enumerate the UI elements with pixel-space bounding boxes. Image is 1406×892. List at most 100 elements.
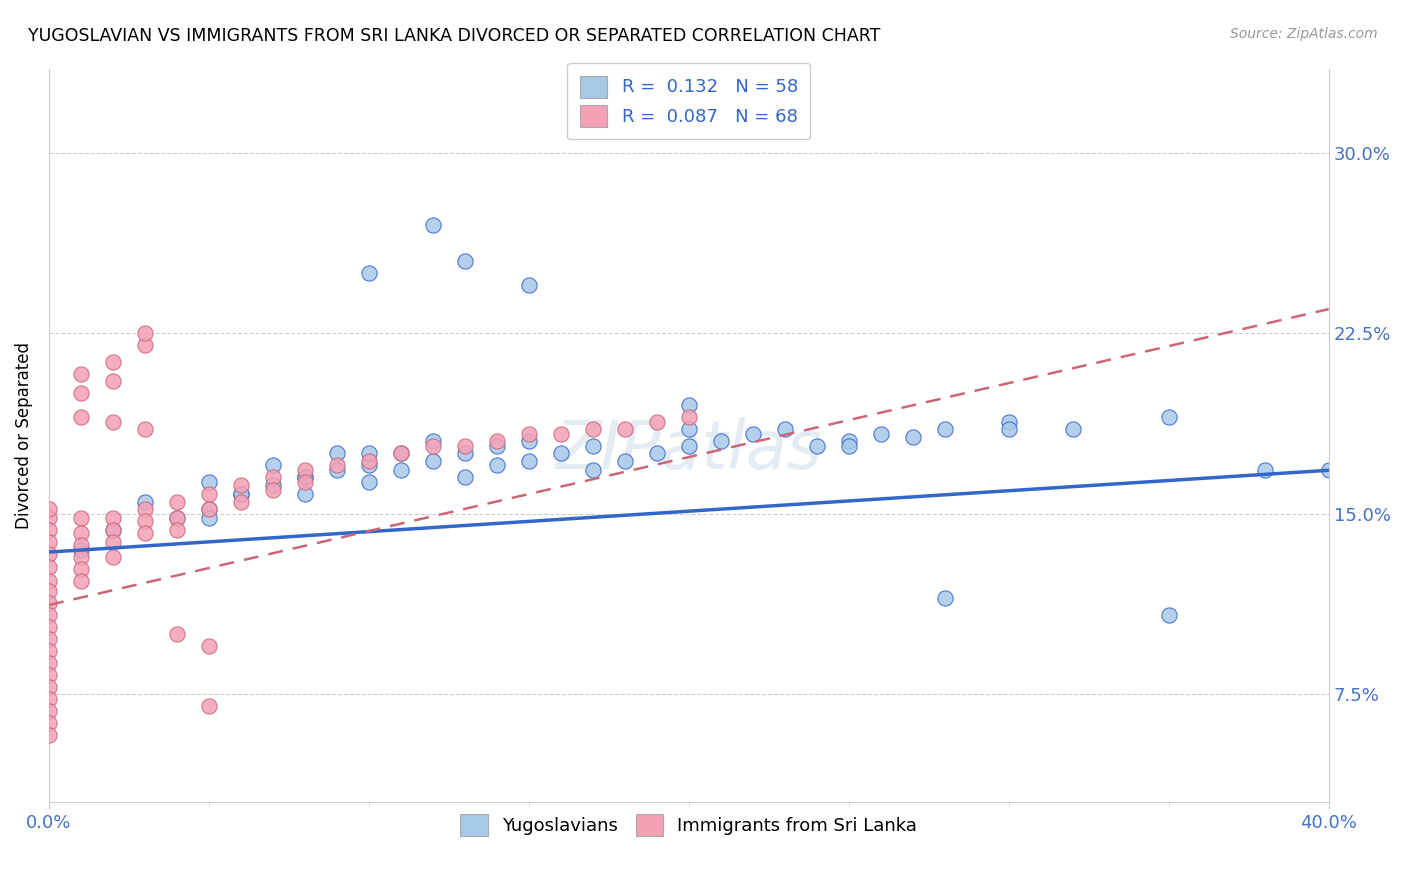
Point xyxy=(134,338,156,352)
Point xyxy=(262,470,284,484)
Point xyxy=(389,446,412,460)
Point xyxy=(38,728,60,742)
Point xyxy=(38,548,60,562)
Point xyxy=(70,511,93,525)
Point xyxy=(422,453,444,467)
Point xyxy=(101,535,124,549)
Text: Source: ZipAtlas.com: Source: ZipAtlas.com xyxy=(1230,27,1378,41)
Point xyxy=(38,596,60,610)
Point xyxy=(422,434,444,449)
Point xyxy=(134,494,156,508)
Point xyxy=(38,632,60,646)
Point xyxy=(454,439,477,453)
Point xyxy=(550,427,572,442)
Point xyxy=(101,415,124,429)
Point xyxy=(134,422,156,436)
Point xyxy=(582,439,605,453)
Point xyxy=(485,458,508,473)
Point xyxy=(454,446,477,460)
Text: YUGOSLAVIAN VS IMMIGRANTS FROM SRI LANKA DIVORCED OR SEPARATED CORRELATION CHART: YUGOSLAVIAN VS IMMIGRANTS FROM SRI LANKA… xyxy=(28,27,880,45)
Point xyxy=(166,511,188,525)
Point xyxy=(773,422,796,436)
Point xyxy=(38,680,60,694)
Point xyxy=(389,446,412,460)
Point xyxy=(357,446,380,460)
Point xyxy=(294,463,316,477)
Point xyxy=(998,415,1021,429)
Point xyxy=(262,483,284,497)
Point xyxy=(70,367,93,381)
Point xyxy=(101,374,124,388)
Point xyxy=(229,477,252,491)
Point xyxy=(198,487,221,501)
Point xyxy=(582,463,605,477)
Point xyxy=(70,538,93,552)
Point xyxy=(134,525,156,540)
Point xyxy=(1157,607,1180,622)
Point xyxy=(934,591,956,605)
Point xyxy=(357,266,380,280)
Point xyxy=(198,639,221,653)
Point xyxy=(517,434,540,449)
Point xyxy=(645,415,668,429)
Point xyxy=(198,501,221,516)
Point xyxy=(166,524,188,538)
Point xyxy=(517,427,540,442)
Point xyxy=(678,439,700,453)
Point xyxy=(198,475,221,490)
Point xyxy=(806,439,828,453)
Point xyxy=(38,583,60,598)
Point xyxy=(357,458,380,473)
Point xyxy=(357,475,380,490)
Point xyxy=(678,398,700,412)
Point xyxy=(38,704,60,718)
Point xyxy=(101,355,124,369)
Point xyxy=(294,470,316,484)
Point xyxy=(134,514,156,528)
Point xyxy=(38,656,60,670)
Point xyxy=(838,439,860,453)
Point xyxy=(550,446,572,460)
Point xyxy=(710,434,733,449)
Point xyxy=(294,487,316,501)
Point xyxy=(294,475,316,490)
Point xyxy=(1254,463,1277,477)
Point xyxy=(645,446,668,460)
Point xyxy=(934,422,956,436)
Point xyxy=(485,439,508,453)
Point xyxy=(901,429,924,443)
Point xyxy=(38,607,60,622)
Point xyxy=(166,511,188,525)
Point xyxy=(262,458,284,473)
Point xyxy=(70,386,93,401)
Y-axis label: Divorced or Separated: Divorced or Separated xyxy=(15,342,32,529)
Point xyxy=(101,549,124,564)
Point xyxy=(454,254,477,268)
Point xyxy=(1317,463,1340,477)
Point xyxy=(294,470,316,484)
Point xyxy=(678,422,700,436)
Point xyxy=(70,574,93,588)
Point xyxy=(166,627,188,641)
Point xyxy=(101,511,124,525)
Point xyxy=(70,542,93,557)
Point xyxy=(1157,410,1180,425)
Point xyxy=(70,410,93,425)
Point xyxy=(613,422,636,436)
Point xyxy=(1062,422,1084,436)
Point xyxy=(38,715,60,730)
Point xyxy=(198,699,221,714)
Point xyxy=(198,511,221,525)
Point xyxy=(38,620,60,634)
Legend: Yugoslavians, Immigrants from Sri Lanka: Yugoslavians, Immigrants from Sri Lanka xyxy=(451,805,927,845)
Point xyxy=(741,427,763,442)
Point xyxy=(70,525,93,540)
Point xyxy=(38,535,60,549)
Point xyxy=(326,458,349,473)
Point xyxy=(517,278,540,293)
Point xyxy=(229,494,252,508)
Point xyxy=(454,470,477,484)
Point xyxy=(326,463,349,477)
Point xyxy=(678,410,700,425)
Point xyxy=(326,446,349,460)
